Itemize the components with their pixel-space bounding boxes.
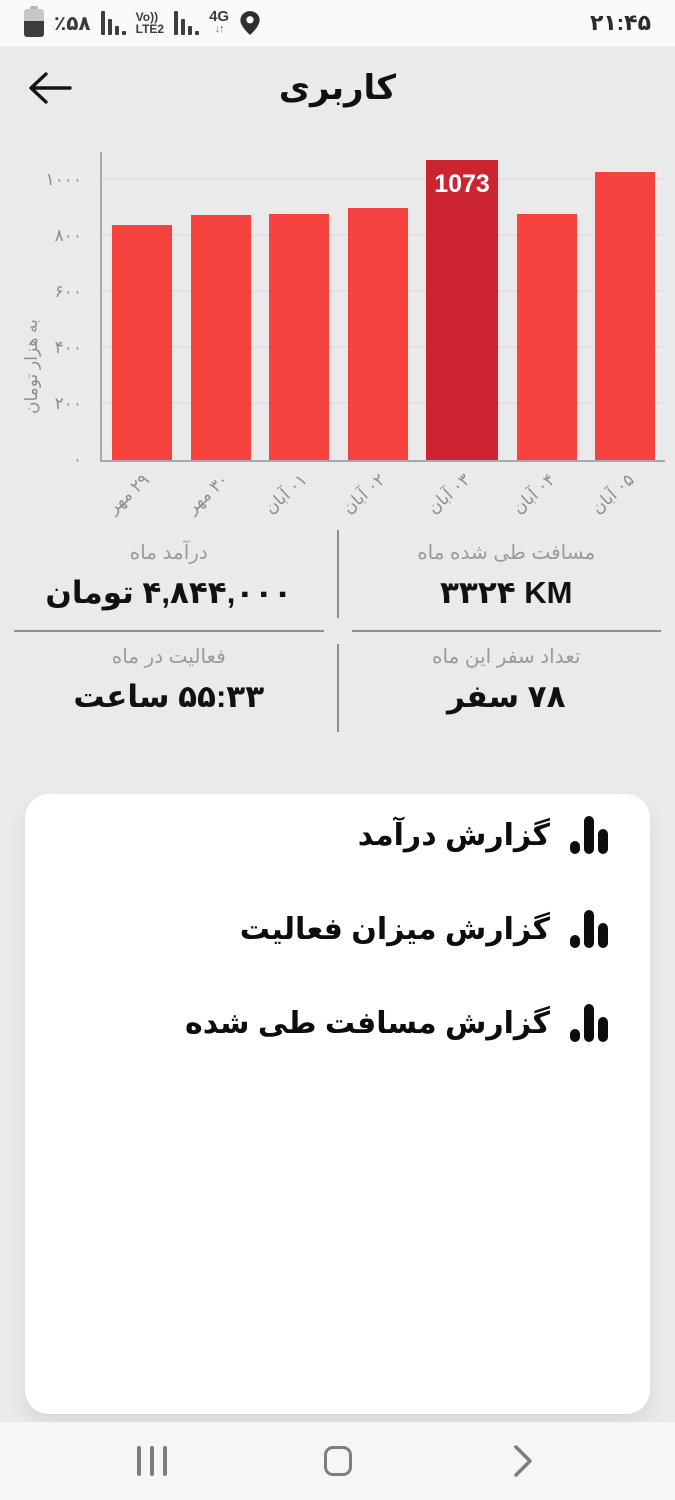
report-item-activity[interactable]: گزارش میزان فعالیت (67, 898, 608, 960)
4g-badge: 4G ↓↑ (209, 8, 230, 36)
stat-value: ۴,۸۴۴,۰۰۰ تومان (45, 575, 293, 610)
stat-label: مسافت طی شده ماه (417, 542, 596, 564)
x-tick-slot: ۰۴ آبان (509, 462, 576, 526)
stat-trips: تعداد سفر این ماه ۷۸ سفر (352, 632, 662, 736)
y-tick-label: ۰ (72, 450, 82, 469)
battery-icon (24, 6, 44, 37)
x-tick-slot: ۰۳ آبان (424, 462, 497, 526)
report-item-label: گزارش درآمد (357, 818, 550, 852)
status-bar: ٪۵۸ Vo)) LTE2 4G ↓↑ ۲۱:۴۵ (0, 0, 675, 46)
reports-card: گزارش درآمد گزارش میزان فعالیت گزارش مسا… (25, 794, 650, 1414)
bar-slot: 1073 (426, 152, 498, 460)
stat-label: درآمد ماه (129, 542, 208, 564)
location-pin-icon (240, 11, 260, 35)
stat-activity: فعالیت در ماه ۵۵:۳۳ ساعت (14, 632, 324, 736)
monthly-stats: درآمد ماه ۴,۸۴۴,۰۰۰ تومان مسافت طی شده م… (0, 528, 675, 736)
y-tick-label: ۶۰۰ (54, 282, 82, 301)
y-tick-label: ۸۰۰ (54, 226, 82, 245)
home-icon (323, 1446, 352, 1476)
report-item-distance[interactable]: گزارش مسافت طی شده (67, 992, 608, 1054)
x-tick-slot: ۰۱ آبان (260, 462, 328, 526)
x-tick-label: ۲۹ مهر (103, 470, 153, 518)
x-tick-label: ۰۱ آبان (260, 470, 311, 518)
recents-button[interactable] (122, 1436, 182, 1486)
y-tick-label: ۴۰۰ (54, 338, 82, 357)
bar-slot (516, 152, 577, 460)
chart-bar[interactable] (595, 171, 655, 460)
page-title: کاربری (278, 69, 397, 107)
back-button[interactable] (26, 68, 74, 108)
bar-chart-icon (570, 816, 608, 854)
chart-bar[interactable] (347, 208, 408, 460)
battery-percent: ٪۵۸ (54, 12, 91, 35)
chart-bar[interactable] (269, 213, 329, 460)
x-tick-label: ۰۲ آبان (339, 470, 390, 518)
chart-xlabels: ۲۹ مهر ۳۰ مهر ۰۱ آبان ۰۲ آبان ۰۳ آبان ۰۴ آبان… (100, 462, 665, 526)
report-item-label: گزارش میزان فعالیت (239, 912, 550, 946)
back-chevron-icon (514, 1445, 532, 1477)
stat-distance: مسافت طی شده ماه ۳۳۲۴ KM (351, 528, 661, 632)
signal-bars-icon (100, 11, 126, 35)
x-tick-slot: ۳۰ مهر (182, 462, 249, 526)
chart-bars: 1073 (102, 152, 665, 460)
nav-back-button[interactable] (493, 1436, 553, 1486)
report-item-income[interactable]: گزارش درآمد (67, 804, 608, 866)
volte-line1: Vo)) (135, 10, 159, 24)
report-item-label: گزارش مسافت طی شده (185, 1006, 550, 1040)
chart-plot: ۰ ۲۰۰ ۴۰۰ ۶۰۰ ۸۰۰ ۱۰۰۰ 1073 (45, 152, 665, 469)
bar-slot (347, 152, 408, 460)
bar-slot (269, 152, 329, 460)
stat-value: ۵۵:۳۳ ساعت (73, 679, 265, 714)
signal-bars-icon (174, 11, 200, 35)
stat-value: ۷۸ سفر (446, 679, 566, 714)
gridline (102, 178, 665, 180)
x-tick-label: ۰۵ آبان (587, 470, 638, 518)
stats-row-1: درآمد ماه ۴,۸۴۴,۰۰۰ تومان مسافت طی شده م… (0, 528, 675, 632)
x-tick-label: ۰۴ آبان (508, 470, 559, 518)
stat-value: ۳۳۲۴ KM (439, 575, 573, 610)
x-tick-slot: ۰۵ آبان (588, 462, 655, 526)
x-tick-slot: ۰۲ آبان (339, 462, 406, 526)
y-tick-label: ۱۰۰۰ (45, 170, 82, 189)
chart-bar[interactable] (516, 213, 577, 460)
home-button[interactable] (308, 1436, 368, 1486)
chart-bar[interactable] (112, 224, 172, 460)
stat-income: درآمد ماه ۴,۸۴۴,۰۰۰ تومان (14, 528, 324, 632)
volte-line2: LTE2 (135, 22, 165, 36)
bar-chart-icon (570, 1004, 608, 1042)
bar-slot (112, 152, 172, 460)
bar-chart-icon (570, 910, 608, 948)
stat-label: فعالیت در ماه (111, 646, 226, 668)
bar-slot (190, 152, 251, 460)
bar-value-label: 1073 (434, 169, 490, 198)
chart-bar[interactable] (190, 215, 251, 460)
stats-vertical-divider (336, 530, 339, 618)
stat-label: تعداد سفر این ماه (432, 646, 581, 668)
bar-slot (595, 152, 655, 460)
network-arrows: ↓↑ (214, 23, 225, 35)
x-tick-label: ۰۳ آبان (424, 470, 475, 518)
recents-icon (137, 1446, 167, 1476)
usage-chart: به هزار تومان ۰ ۲۰۰ ۴۰۰ ۶۰۰ ۸۰۰ ۱۰۰۰ 1073 ۲۹ … (0, 152, 665, 526)
network-type: 4G (209, 8, 230, 25)
back-arrow-icon (29, 72, 72, 104)
chart-yticks: ۰ ۲۰۰ ۴۰۰ ۶۰۰ ۸۰۰ ۱۰۰۰ (30, 152, 92, 469)
x-tick-label: ۳۰ مهر (182, 470, 232, 518)
chart-bar-selected[interactable]: 1073 (426, 159, 498, 460)
stats-vertical-divider (336, 644, 339, 732)
status-time: ۲۱:۴۵ (589, 10, 651, 35)
status-left-cluster: ٪۵۸ Vo)) LTE2 4G ↓↑ (24, 6, 261, 37)
x-tick-slot: ۲۹ مهر (103, 462, 170, 526)
y-tick-label: ۲۰۰ (54, 394, 82, 413)
page-header: کاربری (0, 46, 675, 130)
volte-badge: Vo)) LTE2 (136, 11, 164, 35)
android-nav-bar (0, 1422, 675, 1500)
stats-row-2: فعالیت در ماه ۵۵:۳۳ ساعت تعداد سفر این م… (0, 632, 675, 736)
